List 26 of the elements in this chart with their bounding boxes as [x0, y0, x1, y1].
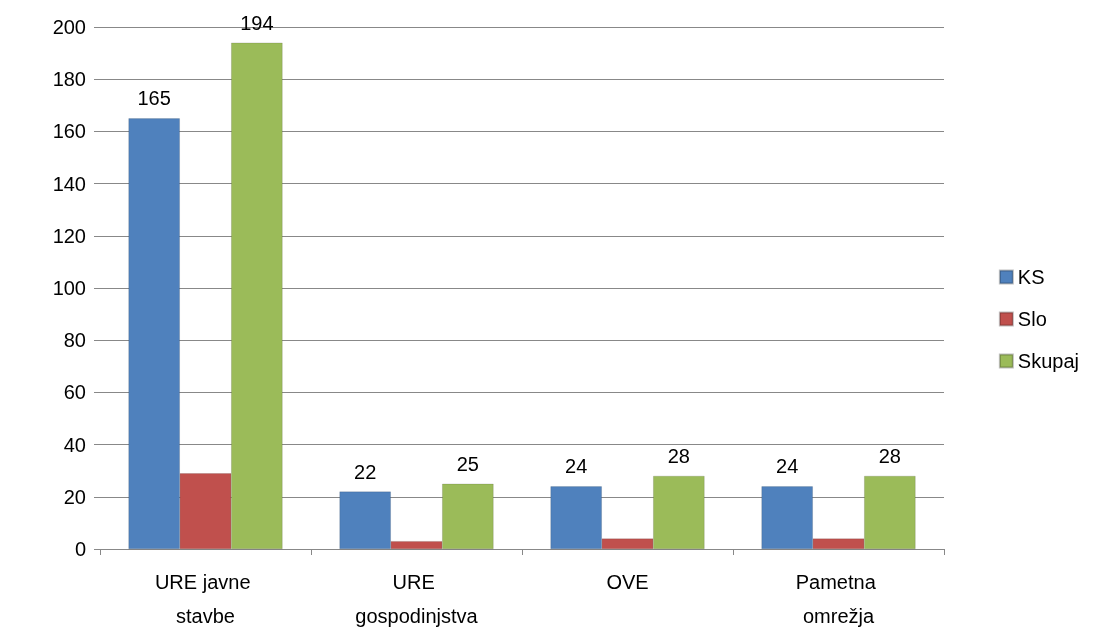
legend-label: Skupaj: [1017, 350, 1079, 372]
y-tick-label: 40: [63, 433, 86, 456]
y-tick-label: 180: [52, 68, 86, 91]
y-tick-label: 140: [52, 172, 86, 195]
data-label: 24: [776, 455, 799, 478]
y-tick-label: 100: [52, 277, 86, 299]
y-tick-label: 160: [52, 120, 86, 143]
y-tick-label: 0: [74, 538, 86, 560]
x-tick-label: OVE: [606, 571, 649, 593]
x-tick-label: URE gospodinjstva: [355, 571, 479, 627]
legend-label: KS: [1017, 266, 1045, 288]
data-label: 28: [667, 444, 690, 467]
data-label: 28: [878, 444, 901, 467]
data-label: 194: [240, 11, 274, 34]
data-label: 22: [354, 460, 377, 483]
y-tick-label: 20: [63, 485, 86, 508]
y-tick-label: 80: [63, 329, 86, 352]
y-tick-label: 200: [52, 16, 86, 38]
data-label: 165: [137, 87, 171, 110]
legend-label: Slo: [1017, 308, 1047, 330]
data-label: 25: [456, 452, 479, 475]
x-tick-label: Pametna omrežja: [795, 571, 882, 627]
data-label: 24: [565, 455, 588, 478]
x-tick-label: URE javne stavbe: [154, 571, 257, 627]
y-tick-label: 60: [63, 381, 86, 404]
y-tick-label: 120: [52, 224, 86, 247]
